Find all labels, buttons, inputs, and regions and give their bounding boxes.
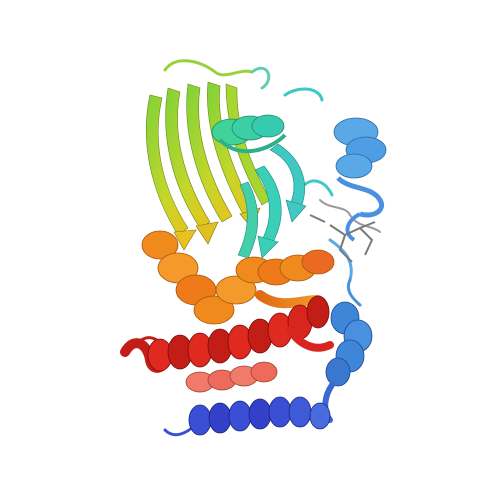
red-helices (120, 295, 334, 373)
light-blue-helices (333, 117, 387, 242)
salmon-helix (185, 361, 278, 393)
ligand-sticks (309, 214, 376, 263)
teal-helices (211, 114, 307, 259)
mid-blue-helix (322, 301, 373, 423)
blue-helix (188, 396, 331, 436)
